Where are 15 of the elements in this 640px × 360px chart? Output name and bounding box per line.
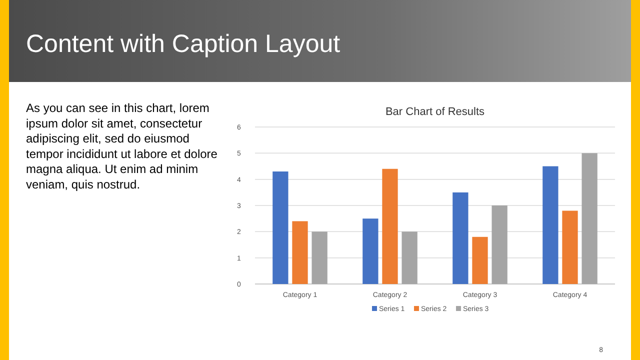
- bar: [542, 166, 558, 284]
- bar: [472, 236, 488, 284]
- bar: [452, 192, 468, 284]
- bar: [402, 232, 418, 284]
- text: As you can see in this chart, lorem ipsum dolor sit amet, consectetur adipiscing elit, sed do eiusmod tempor incididunt ut labore et dolore magna aliqua. Ut enim ad minim veniam, quis nostrud.: [26, 101, 218, 192]
- chart-title: Bar Chart of Results: [385, 106, 486, 118]
- bar: [362, 218, 378, 284]
- bar: [312, 232, 328, 284]
- bar: [562, 210, 578, 284]
- bar: [292, 221, 308, 284]
- bar: [382, 168, 398, 284]
- bar: [582, 153, 598, 284]
- bar: [492, 206, 508, 284]
- bar: [272, 171, 288, 284]
- text: Content with Caption Layout: [26, 30, 340, 58]
